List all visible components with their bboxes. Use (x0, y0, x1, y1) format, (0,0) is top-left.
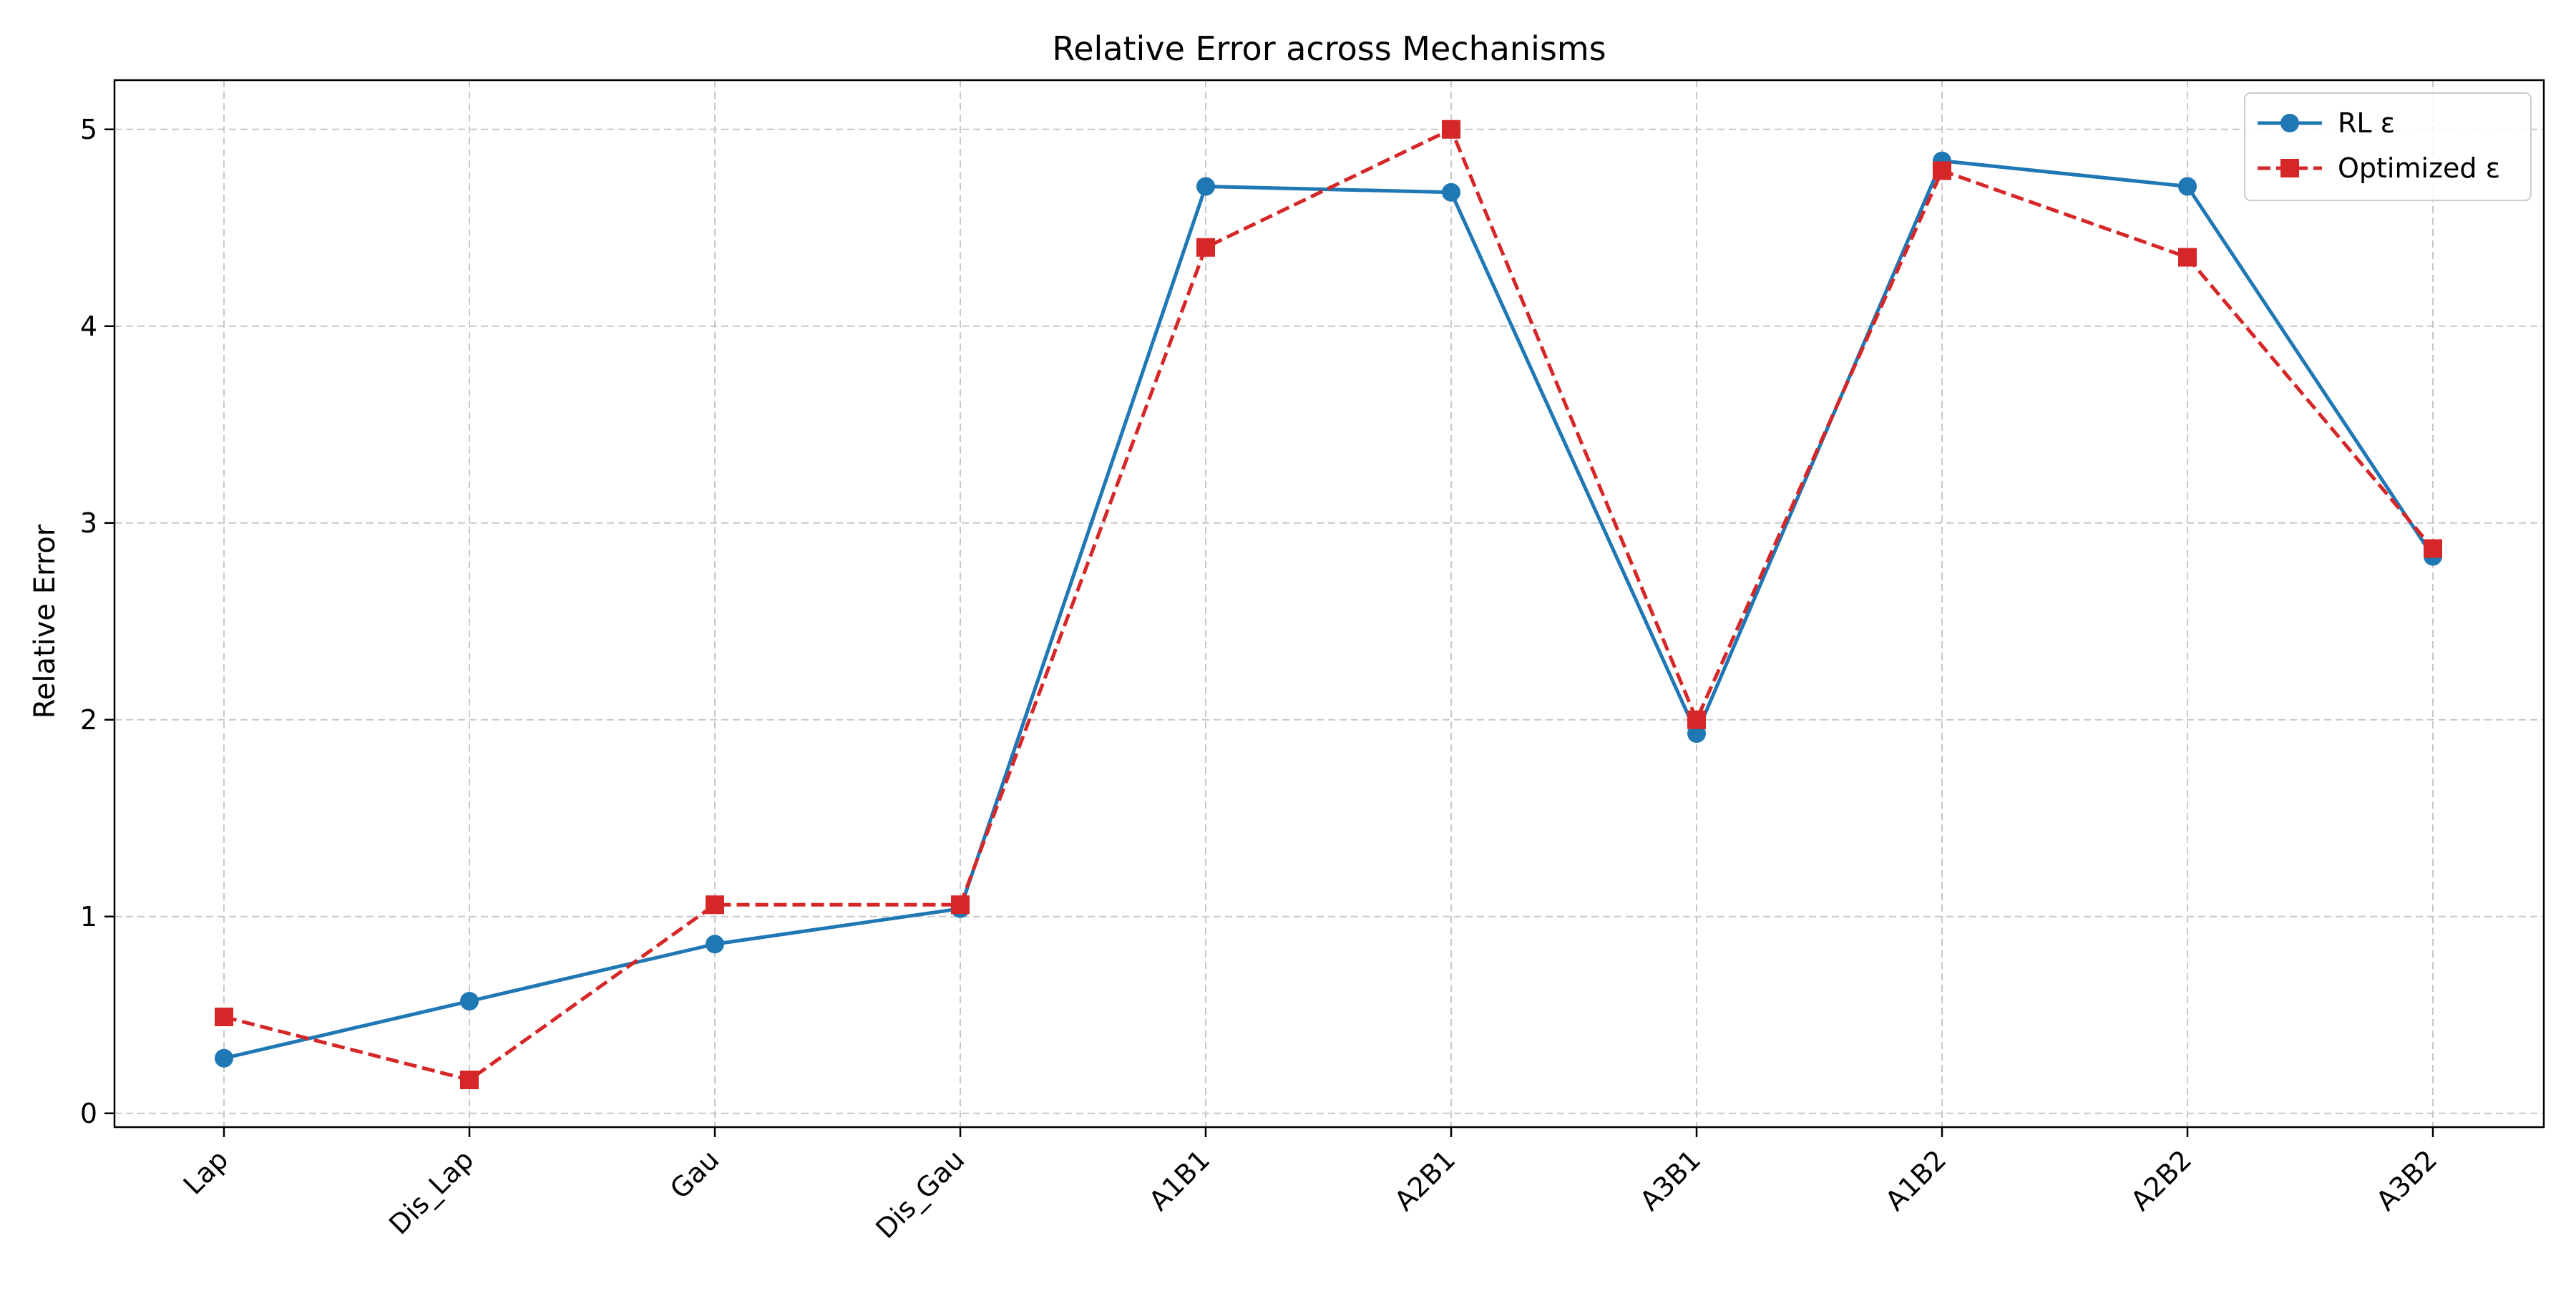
y-tick-label: 4 (80, 311, 97, 342)
legend-label: Optimized ε (2338, 152, 2500, 184)
data-point (2178, 177, 2197, 196)
data-point (951, 895, 970, 915)
data-point (1442, 182, 1460, 202)
data-point (460, 992, 479, 1010)
series-line (223, 127, 2434, 1082)
y-axis-label: Relative Error (29, 524, 62, 718)
legend-box (2244, 92, 2532, 201)
series-layer (215, 120, 2442, 1089)
data-point (215, 1048, 233, 1068)
data-point (215, 1008, 233, 1026)
data-point (1196, 177, 1215, 196)
data-point (1687, 710, 1706, 729)
y-tick-label: 2 (80, 704, 97, 736)
data-point (1442, 120, 1460, 139)
legend: RL ε Optimized ε (2244, 92, 2532, 201)
y-tick-label: 5 (80, 114, 97, 145)
legend-marker (2280, 114, 2299, 132)
data-point (1196, 238, 1215, 257)
data-point (2424, 539, 2442, 558)
data-point (706, 935, 724, 954)
grid (114, 80, 2544, 1127)
chart-title: Relative Error across Mechanisms (1052, 29, 1606, 68)
series-optimized-epsilon (215, 120, 2442, 1089)
y-tick-label: 1 (80, 901, 97, 932)
y-tick-label: 0 (80, 1098, 97, 1129)
data-point (706, 895, 724, 915)
plot-frame (113, 79, 2545, 1129)
legend-label: RL ε (2338, 107, 2395, 139)
data-point (460, 1071, 479, 1089)
y-tick-label: 3 (80, 507, 97, 539)
legend-marker (2280, 159, 2299, 177)
data-point (2178, 248, 2197, 267)
data-point (1933, 161, 1951, 180)
